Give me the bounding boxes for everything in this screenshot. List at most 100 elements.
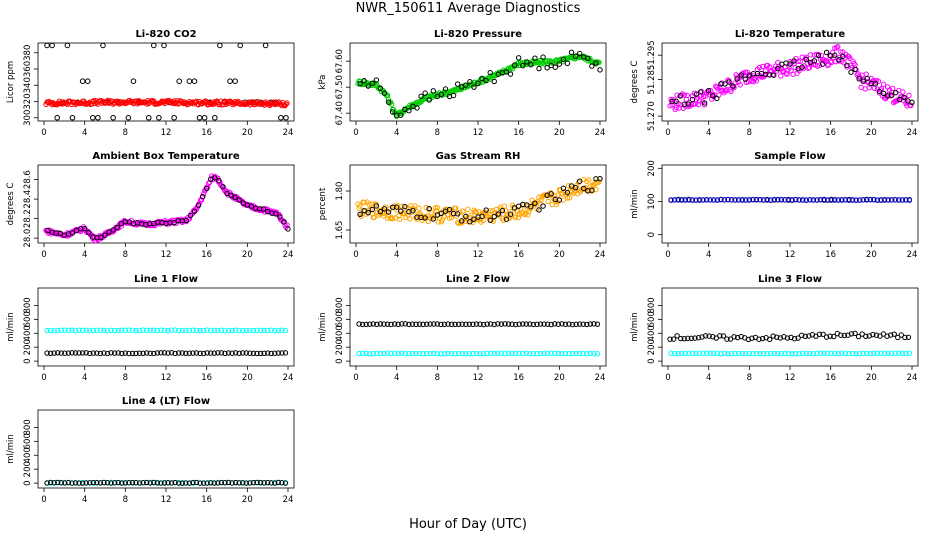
data-point <box>402 321 409 327</box>
data-point <box>753 78 760 84</box>
data-point <box>250 350 257 357</box>
data-points <box>356 321 601 357</box>
data-point <box>442 86 449 92</box>
data-point <box>385 209 392 215</box>
data-point <box>110 114 116 121</box>
data-point <box>864 197 870 203</box>
data-point <box>673 98 679 104</box>
data-point <box>495 350 501 356</box>
data-point <box>204 327 210 333</box>
data-point <box>111 480 118 486</box>
data-point <box>243 327 250 334</box>
data-point <box>200 350 207 357</box>
data-point <box>785 197 792 203</box>
data-point <box>699 334 705 340</box>
data-point <box>703 197 710 203</box>
data-point <box>714 350 721 357</box>
x-tick-label: 12 <box>473 250 484 260</box>
data-point <box>165 350 171 356</box>
data-point <box>277 214 283 220</box>
data-point <box>739 350 745 357</box>
data-point <box>365 83 371 89</box>
data-point <box>874 350 881 356</box>
data-point <box>161 480 168 486</box>
data-point <box>509 321 515 327</box>
data-point <box>540 54 546 60</box>
x-tick-label: 20 <box>554 250 565 260</box>
data-point <box>511 62 518 68</box>
data-point <box>86 230 92 236</box>
data-point <box>700 350 706 356</box>
data-point <box>568 49 575 55</box>
data-point <box>701 102 708 108</box>
data-point <box>208 480 214 486</box>
data-point <box>534 351 540 357</box>
data-point <box>147 350 153 357</box>
y-tick-label: 400 <box>647 325 657 341</box>
plot-frame <box>349 164 607 244</box>
data-point <box>279 350 285 356</box>
data-point <box>831 333 837 340</box>
data-point <box>165 480 171 486</box>
data-point <box>65 479 72 486</box>
data-point <box>742 69 748 75</box>
x-tick-label: 0 <box>41 373 46 383</box>
x-tick-label: 24 <box>595 250 606 260</box>
data-point <box>855 333 862 340</box>
data-point <box>731 334 737 340</box>
data-point <box>792 196 799 203</box>
data-point <box>576 178 583 184</box>
data-point <box>58 327 64 333</box>
chart-title: Line 2 Flow <box>446 274 510 285</box>
data-point <box>434 351 441 357</box>
x-tick-label: 4 <box>706 128 711 138</box>
data-point <box>835 351 841 357</box>
data-point <box>161 327 168 334</box>
data-point <box>455 350 462 357</box>
x-tick-label: 8 <box>747 250 752 260</box>
data-point <box>483 77 489 84</box>
data-point <box>398 208 404 214</box>
data-point <box>441 213 448 220</box>
data-point <box>537 321 544 327</box>
data-point <box>186 327 193 334</box>
data-point <box>101 479 107 486</box>
data-point <box>250 479 257 486</box>
data-point <box>183 350 189 356</box>
data-point <box>58 350 64 356</box>
data-point <box>161 42 167 49</box>
data-point <box>774 334 780 340</box>
data-point <box>114 224 120 231</box>
data-point <box>800 350 806 357</box>
data-point <box>737 82 743 88</box>
data-point <box>572 53 579 60</box>
x-tick-label: 4 <box>82 250 87 260</box>
y-axis-label: ml/min <box>318 312 328 342</box>
data-point <box>133 479 139 486</box>
data-point <box>130 78 137 84</box>
data-point <box>44 480 50 486</box>
data-point <box>108 350 114 356</box>
data-point <box>151 479 157 486</box>
x-tick-label: 8 <box>747 373 752 383</box>
data-point <box>545 198 551 205</box>
data-point <box>746 350 753 357</box>
data-point <box>240 350 246 356</box>
data-point <box>824 62 831 69</box>
data-point <box>466 321 473 327</box>
data-point <box>377 321 384 327</box>
data-point <box>842 350 849 357</box>
data-point <box>505 321 512 327</box>
data-point <box>775 350 781 357</box>
data-point <box>407 216 413 222</box>
data-point <box>897 96 903 103</box>
data-point <box>143 479 150 486</box>
data-point <box>65 327 72 333</box>
data-point <box>775 65 781 72</box>
data-point <box>762 68 769 74</box>
data-point <box>374 350 380 356</box>
data-point <box>746 197 753 203</box>
data-point <box>415 99 421 105</box>
x-tick-label: 20 <box>866 250 877 260</box>
data-point <box>580 321 586 327</box>
